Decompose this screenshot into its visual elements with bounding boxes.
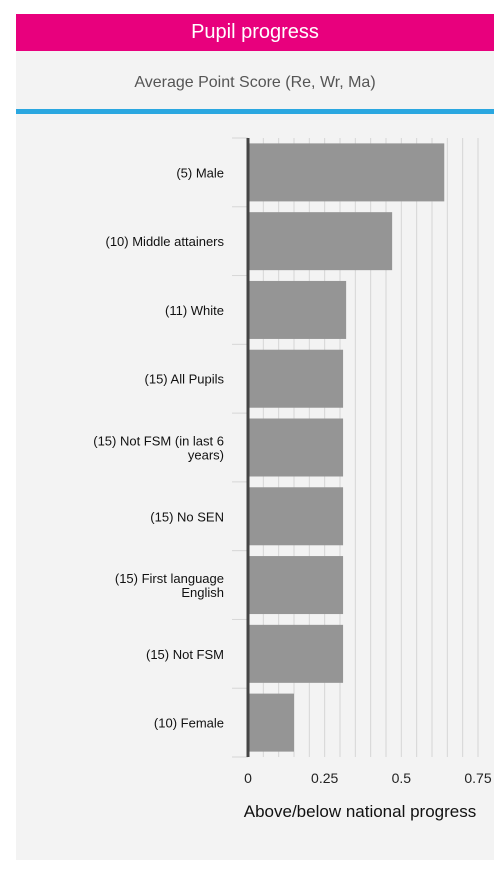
x-tick-label: 0.25 [311, 770, 338, 786]
bar [248, 487, 344, 546]
category-label: (11) White [165, 303, 224, 318]
category-label: (10) Middle attainers [106, 234, 225, 249]
category-label: (15) All Pupils [145, 372, 225, 387]
bar [248, 556, 344, 615]
bar-chart: (5) Male (10) Middle attainers (11) White (… [93, 137, 492, 786]
x-tick-label: 0 [244, 770, 252, 786]
section-header: Pupil progress [16, 14, 494, 51]
x-axis-label: Above/below national progress [243, 802, 477, 821]
accent-rule [16, 109, 494, 114]
category-label: (15) Not FSM [146, 647, 224, 662]
category-label: English [181, 585, 224, 600]
category-label: (15) First language [115, 571, 224, 586]
bar [248, 212, 393, 271]
category-label: (15) Not FSM (in last 6 [93, 434, 224, 449]
category-label: (10) Female [154, 716, 224, 731]
bar [248, 624, 344, 683]
x-tick-label: 0.75 [464, 770, 491, 786]
bar [248, 418, 344, 477]
chart-title: Average Point Score (Re, Wr, Ma) [134, 74, 376, 91]
bar [248, 143, 445, 202]
bar [248, 693, 294, 752]
category-label: (5) Male [176, 165, 224, 180]
bar [248, 280, 347, 339]
header-title: Pupil progress [191, 21, 319, 43]
category-label: (15) No SEN [150, 509, 224, 524]
x-tick-label: 0.5 [392, 770, 412, 786]
category-label: years) [188, 448, 224, 463]
bar [248, 349, 344, 408]
